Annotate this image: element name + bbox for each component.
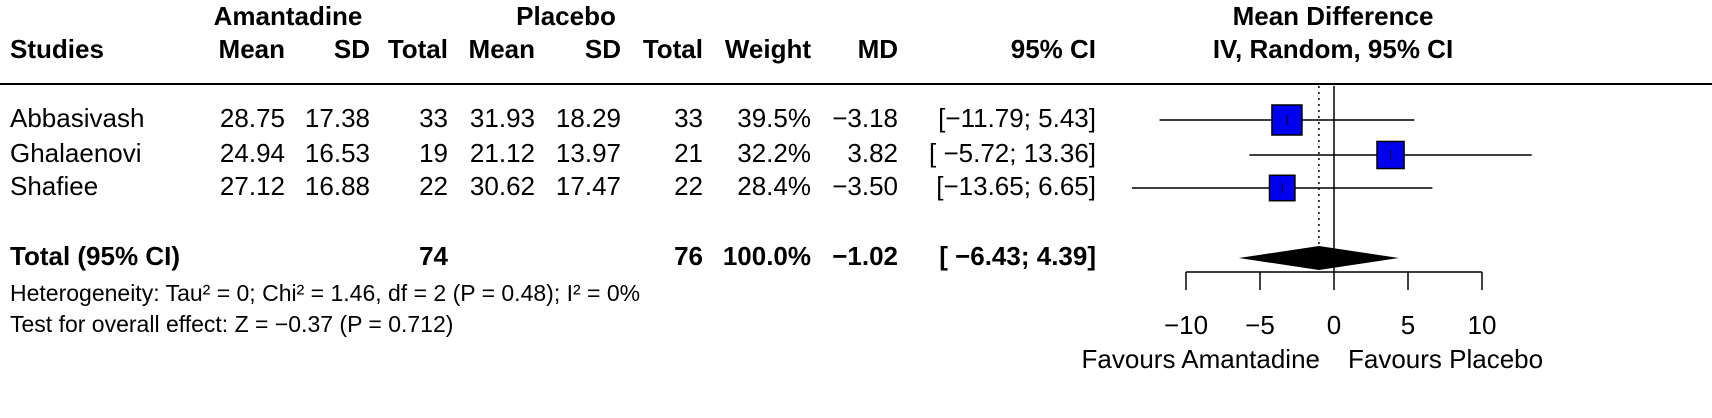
cell: 13.97 — [556, 138, 621, 168]
column-header: Weight — [725, 34, 812, 64]
cell: 30.62 — [470, 171, 535, 201]
column-header: Total — [643, 34, 703, 64]
column-header: SD — [585, 34, 621, 64]
cell: 31.93 — [470, 103, 535, 133]
cell: 17.38 — [305, 103, 370, 133]
x-tick-label: −5 — [1245, 310, 1275, 340]
cell: [−11.79; 5.43] — [938, 103, 1096, 133]
group-header: Placebo — [516, 1, 616, 31]
cell: 33 — [419, 103, 448, 133]
total-cell: [ −6.43; 4.39] — [939, 241, 1096, 271]
cell: 39.5% — [737, 103, 811, 133]
column-header: Mean — [469, 34, 535, 64]
x-tick-label: 5 — [1401, 310, 1415, 340]
total-cell: 76 — [674, 241, 703, 271]
overall-effect: Test for overall effect: Z = −0.37 (P = … — [10, 311, 453, 337]
cell: 19 — [419, 138, 448, 168]
column-header: IV, Random, 95% CI — [1213, 34, 1453, 64]
column-header: Mean — [219, 34, 285, 64]
heterogeneity: Heterogeneity: Tau² = 0; Chi² = 1.46, df… — [10, 280, 640, 306]
cell: 16.88 — [305, 171, 370, 201]
x-label: Favours Placebo — [1348, 344, 1543, 374]
cell: −3.50 — [832, 171, 898, 201]
total-cell: 74 — [419, 241, 448, 271]
x-label: Favours Amantadine — [1082, 344, 1320, 374]
cell: 27.12 — [220, 171, 285, 201]
group-header: Amantadine — [214, 1, 363, 31]
cell: −3.18 — [832, 103, 898, 133]
cell: 33 — [674, 103, 703, 133]
column-header: SD — [334, 34, 370, 64]
study-name: Shafiee — [10, 171, 98, 201]
cell: 28.4% — [737, 171, 811, 201]
cell: 18.29 — [556, 103, 621, 133]
x-tick-label: 10 — [1468, 310, 1497, 340]
cell: 21.12 — [470, 138, 535, 168]
x-tick-label: 0 — [1327, 310, 1341, 340]
study-name: Abbasivash — [10, 103, 144, 133]
column-header: Total — [388, 34, 448, 64]
cell: 24.94 — [220, 138, 285, 168]
total-cell: 100.0% — [723, 241, 811, 271]
pooled-diamond — [1238, 246, 1399, 270]
cell: 28.75 — [220, 103, 285, 133]
column-header: 95% CI — [1011, 34, 1096, 64]
x-tick-label: −10 — [1164, 310, 1208, 340]
total-cell: −1.02 — [832, 241, 898, 271]
column-header: Studies — [10, 34, 104, 64]
cell: 21 — [674, 138, 703, 168]
cell: 32.2% — [737, 138, 811, 168]
cell: 22 — [419, 171, 448, 201]
total-label: Total (95% CI) — [10, 241, 180, 271]
cell: 22 — [674, 171, 703, 201]
group-header: Mean Difference — [1233, 1, 1434, 31]
study-name: Ghalaenovi — [10, 138, 142, 168]
column-header: MD — [858, 34, 898, 64]
cell: 16.53 — [305, 138, 370, 168]
cell: 17.47 — [556, 171, 621, 201]
cell: [−13.65; 6.65] — [936, 171, 1096, 201]
cell: 3.82 — [847, 138, 898, 168]
cell: [ −5.72; 13.36] — [929, 138, 1096, 168]
